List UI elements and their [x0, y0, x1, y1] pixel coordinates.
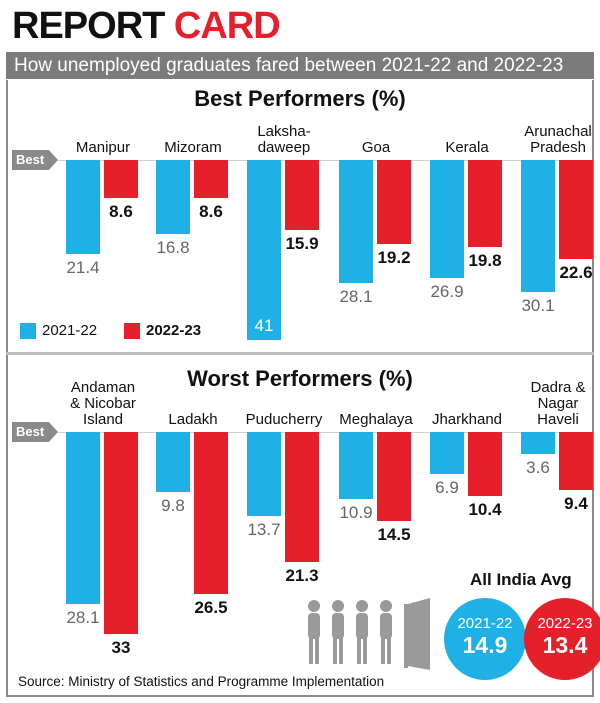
category-label: Andaman & Nicobar Island — [70, 379, 136, 428]
value-label: 15.9 — [285, 233, 319, 253]
frame — [6, 80, 594, 697]
value-label: 3.6 — [526, 458, 550, 478]
value-label: 28.1 — [66, 607, 100, 627]
value-label: 9.4 — [564, 493, 588, 513]
chart-title: Best Performers (%) — [194, 86, 406, 111]
bar — [468, 432, 502, 496]
legend-swatch — [124, 323, 140, 339]
category-label: Jharkhand — [431, 411, 503, 428]
bar — [468, 160, 502, 247]
bar — [247, 432, 281, 516]
bar — [521, 432, 555, 455]
bar — [104, 432, 138, 634]
chart-title: Worst Performers (%) — [187, 366, 413, 391]
value-label: 30.1 — [521, 296, 555, 316]
people-icon — [308, 598, 430, 670]
legend-label: 2022-23 — [146, 322, 202, 339]
value-label: 8.6 — [109, 201, 133, 221]
title-part: CARD — [173, 5, 281, 47]
value-label: 21.4 — [66, 257, 100, 277]
bar — [430, 432, 464, 475]
bar — [339, 160, 373, 284]
value-label: 26.5 — [194, 598, 228, 618]
bar — [377, 160, 411, 245]
value-label: 41 — [254, 315, 274, 335]
value-label: 21.3 — [285, 566, 319, 586]
category-label: Mizoram — [164, 139, 222, 156]
legend-label: 2021-22 — [42, 322, 98, 339]
bar — [339, 432, 373, 499]
bar — [377, 432, 411, 521]
value-label: 16.8 — [156, 237, 190, 257]
value-label: 19.8 — [468, 250, 502, 270]
bar — [521, 160, 555, 293]
value-label: 14.5 — [377, 524, 411, 544]
bar — [285, 432, 319, 563]
baseline — [58, 432, 588, 433]
bar — [66, 432, 100, 604]
bar — [194, 160, 228, 198]
avg-value: 14.9 — [462, 632, 508, 658]
avg-value: 13.4 — [542, 632, 588, 658]
bar — [156, 432, 190, 492]
source: Source: Ministry of Statistics and Progr… — [18, 674, 385, 689]
avg-label: 2022-23 — [537, 615, 593, 632]
subtitle: How unemployed graduates fared between 2… — [6, 52, 594, 79]
category-label: Ladakh — [168, 411, 218, 428]
bar — [66, 160, 100, 254]
title: REPORT CARD — [12, 4, 281, 48]
bar — [247, 160, 281, 340]
bar — [559, 432, 593, 490]
value-label: 9.8 — [161, 495, 185, 515]
value-label: 19.2 — [377, 248, 411, 268]
value-label: 13.7 — [247, 519, 281, 539]
title-part: REPORT — [12, 5, 165, 47]
category-label: Arunachal Pradesh — [524, 123, 592, 156]
value-label: 10.4 — [468, 499, 502, 519]
category-label: Puducherry — [245, 411, 323, 428]
bar — [104, 160, 138, 198]
category-label: Meghalaya — [339, 411, 413, 428]
avg-circle: 2022-23 13.4 — [524, 598, 600, 680]
category-label: Goa — [361, 139, 391, 156]
legend-swatch — [20, 323, 36, 339]
bar — [559, 160, 593, 260]
bar — [194, 432, 228, 595]
value-label: 33 — [111, 637, 131, 657]
value-label: 22.6 — [559, 263, 593, 283]
avg-label: 2021-22 — [457, 615, 513, 632]
baseline-label: Best — [12, 422, 58, 442]
value-label: 6.9 — [435, 478, 459, 498]
category-label: Kerala — [445, 139, 489, 156]
value-label: 10.9 — [339, 502, 373, 522]
bar — [430, 160, 464, 279]
category-label: Laksha- daweep — [257, 123, 311, 156]
bar — [285, 160, 319, 230]
value-label: 28.1 — [339, 287, 373, 307]
value-label: 8.6 — [199, 201, 223, 221]
value-label: 26.9 — [430, 282, 464, 302]
divider — [6, 352, 594, 355]
baseline — [58, 160, 588, 161]
bar — [156, 160, 190, 234]
baseline-label: Best — [12, 150, 58, 170]
avg-circle: 2021-22 14.9 — [444, 598, 526, 680]
avg-title: All India Avg — [470, 570, 572, 589]
category-label: Manipur — [75, 139, 131, 156]
category-label: Dadra & Nagar Haveli — [530, 379, 586, 428]
